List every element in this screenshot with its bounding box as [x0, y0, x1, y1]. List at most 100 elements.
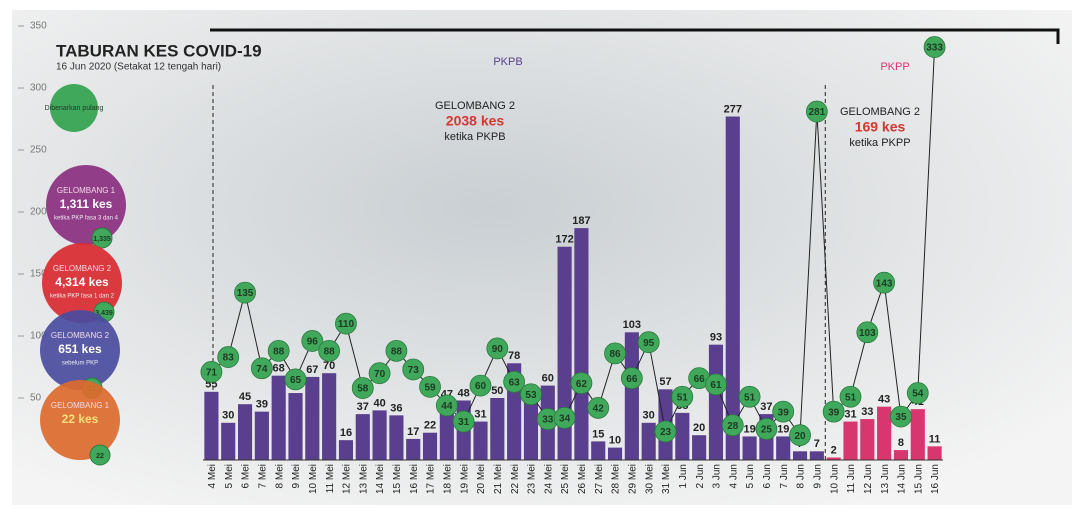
bar — [254, 411, 269, 460]
bar-label: 8 — [898, 437, 904, 449]
bar-label: 43 — [878, 394, 890, 406]
y-tick-label: 100 — [30, 331, 47, 342]
bar — [742, 436, 757, 460]
recovery-point — [200, 361, 223, 383]
bar — [473, 421, 488, 460]
bar-label: 15 — [592, 428, 604, 440]
x-tick-label: 4 Jun — [728, 464, 739, 488]
recovery-point — [267, 339, 290, 362]
bar — [725, 116, 740, 461]
recovery-label: 65 — [290, 375, 302, 386]
summary-discharged — [89, 444, 111, 466]
bar-label: 103 — [623, 319, 641, 331]
recovery-label: 42 — [593, 404, 605, 415]
bar-label: 45 — [239, 391, 251, 403]
x-tick-label: 30 Mei — [644, 464, 655, 494]
recovery-label: 281 — [809, 107, 826, 118]
recovery-point — [587, 397, 610, 419]
phase-label: PKPB — [493, 56, 522, 68]
recovery-label: 73 — [408, 365, 420, 376]
recovery-label: 110 — [338, 319, 355, 330]
x-tick-label: 13 Mei — [358, 464, 369, 494]
bar-label: 19 — [743, 423, 755, 435]
x-tick-label: 31 Mei — [661, 464, 672, 494]
recovery-point — [217, 346, 240, 368]
bar — [406, 438, 421, 460]
recovery-label: 51 — [677, 392, 689, 403]
recovery-label: 66 — [626, 374, 638, 385]
recovery-label: 44 — [441, 401, 453, 412]
x-tick-label: 10 Jun — [829, 464, 840, 494]
summary-heading: GELOMBANG 1 — [57, 186, 116, 195]
bar — [490, 398, 505, 460]
summary-bubble — [40, 380, 120, 460]
recovery-point — [318, 339, 341, 362]
recovery-label: 20 — [794, 431, 806, 442]
legend-swatch — [50, 84, 98, 132]
bar — [910, 409, 925, 460]
bar-label: 7 — [814, 438, 820, 450]
recovery-label: 28 — [727, 421, 739, 432]
recovery-label: 135 — [237, 288, 254, 299]
x-tick-label: 4 Mei — [207, 464, 218, 488]
recovery-point — [772, 400, 795, 423]
x-tick-label: 9 Jun — [813, 464, 824, 488]
recovery-label: 39 — [828, 407, 840, 418]
x-tick-label: 24 Mei — [543, 464, 554, 494]
recovery-label: 143 — [876, 278, 893, 289]
bar — [422, 432, 438, 460]
x-tick-label: 2 Jun — [695, 464, 706, 488]
bar-label: 37 — [357, 401, 369, 413]
recovery-point — [822, 400, 845, 423]
bar — [322, 373, 337, 460]
bar — [893, 450, 909, 460]
recovery-label: 96 — [307, 337, 319, 348]
summary-cases: 1,311 kes — [60, 197, 113, 211]
recovery-point — [301, 330, 324, 352]
recovery-label: 83 — [223, 353, 235, 364]
recovery-point — [335, 312, 357, 335]
x-tick-label: 16 Mei — [409, 464, 420, 494]
bar-label: 70 — [323, 360, 335, 372]
recovery-point — [873, 271, 896, 294]
summary-discharged-label: 22 — [96, 453, 104, 460]
y-tick-label: 150 — [30, 269, 47, 280]
summary-cases: 4,314 kes — [55, 275, 109, 289]
recovery-label: 54 — [912, 389, 924, 400]
x-tick-label: 6 Mei — [241, 464, 252, 488]
bar-label: 67 — [306, 364, 318, 376]
recovery-label: 66 — [694, 374, 706, 385]
bar-label: 17 — [407, 426, 419, 438]
recovery-label: 35 — [895, 412, 907, 423]
recovery-point — [637, 331, 660, 354]
bar-label: 40 — [373, 397, 385, 409]
bar — [776, 436, 791, 460]
bar — [692, 435, 707, 460]
x-tick-label: 10 Mei — [308, 464, 319, 494]
summary-cases: 651 kes — [58, 342, 102, 356]
summary-note: sebelum PKP — [62, 361, 98, 367]
bar — [860, 419, 875, 460]
bar — [389, 415, 404, 460]
x-tick-label: 8 Mei — [274, 464, 285, 488]
bar — [607, 447, 623, 460]
recovery-point — [234, 281, 256, 304]
recovery-label: 90 — [492, 344, 504, 355]
recovery-point — [469, 374, 492, 397]
recovery-point — [705, 373, 727, 396]
bar-label: 36 — [390, 402, 402, 414]
x-tick-label: 21 Mei — [493, 464, 504, 494]
bar-label: 10 — [609, 435, 621, 447]
bar-label: 93 — [710, 332, 722, 344]
x-tick-label: 25 Mei — [560, 464, 571, 494]
bar-label: 172 — [555, 234, 573, 246]
x-tick-label: 16 Jun — [930, 464, 941, 494]
bar-label: 37 — [760, 401, 772, 413]
recovery-point — [738, 385, 761, 408]
bar-label: 16 — [340, 427, 352, 439]
bar — [641, 422, 656, 460]
recovery-label: 103 — [859, 328, 876, 339]
summary-bubble — [46, 165, 126, 245]
recovery-point — [839, 385, 862, 408]
